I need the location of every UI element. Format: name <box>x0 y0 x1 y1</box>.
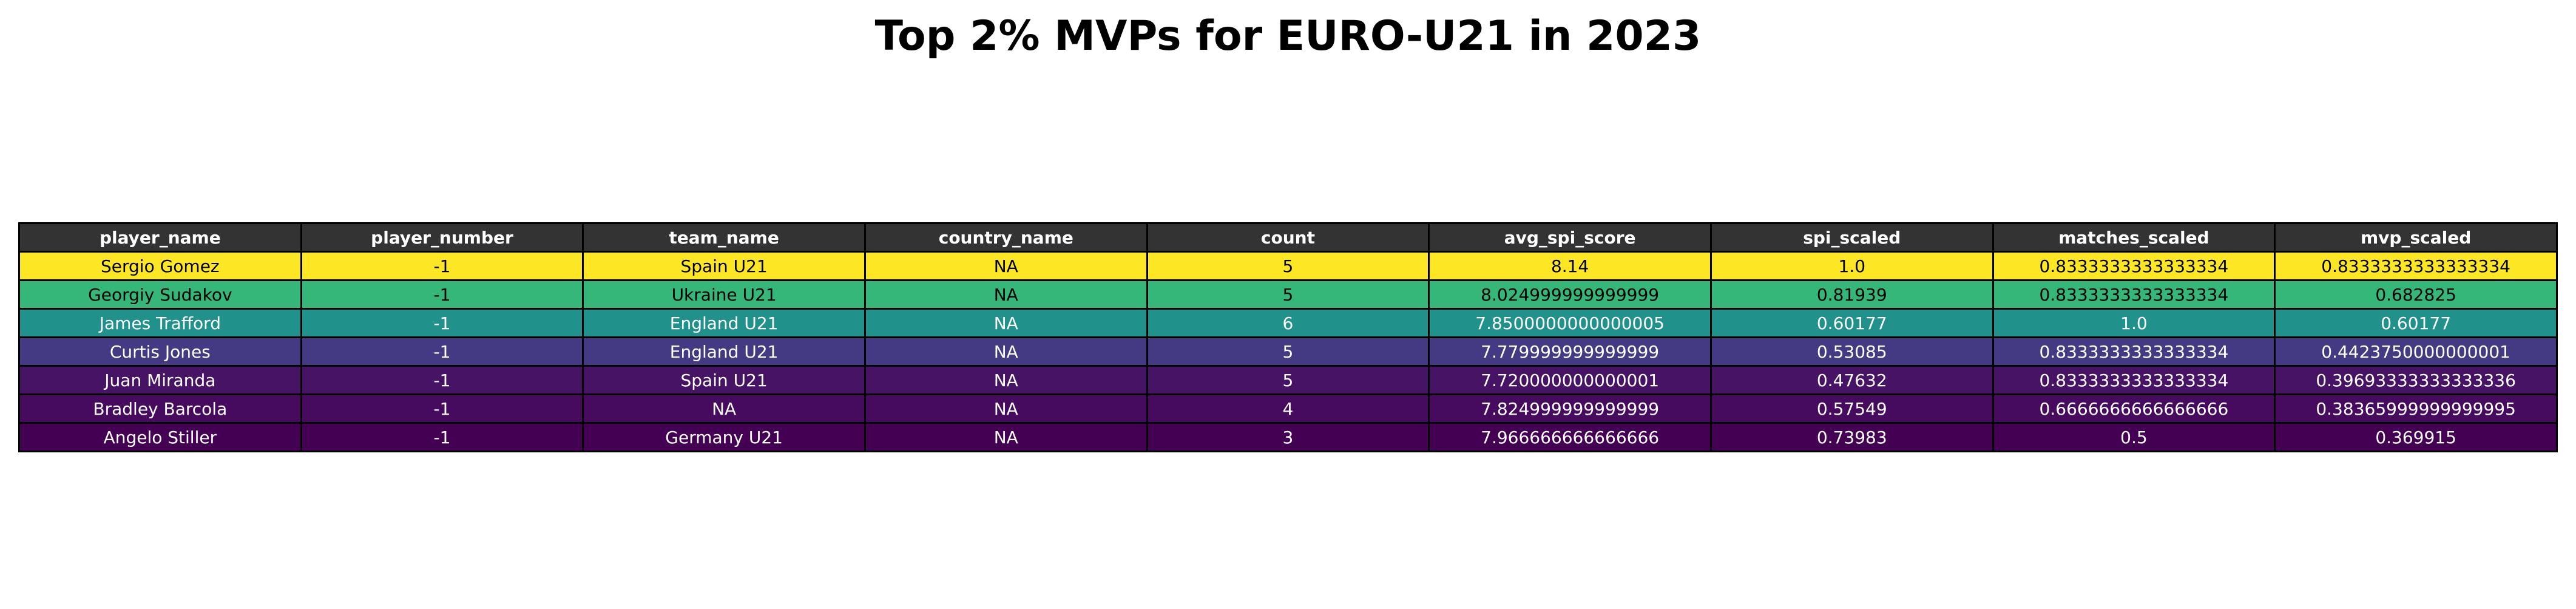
table-row: Juan Miranda -1 Spain U21 NA 5 7.720000000000… <box>18 365 2558 395</box>
cell-avg-spi-score: 7.966666666666666 <box>1428 422 1712 452</box>
cell-country-name: NA <box>864 308 1148 338</box>
table-header-row: player_name player_number team_name country… <box>18 222 2558 253</box>
cell-country-name: NA <box>864 279 1148 310</box>
cell-matches-scaled: 0.8333333333333334 <box>1992 279 2276 310</box>
cell-spi-scaled: 0.60177 <box>1709 308 1994 338</box>
cell-player-number: -1 <box>300 393 584 424</box>
cell-count: 4 <box>1146 393 1430 424</box>
column-header-player-name: player_name <box>18 222 302 253</box>
column-header-count: count <box>1146 222 1430 253</box>
cell-count: 5 <box>1146 336 1430 367</box>
cell-count: 5 <box>1146 251 1430 281</box>
cell-country-name: NA <box>864 251 1148 281</box>
mvp-table: player_name player_number team_name country… <box>18 222 2558 452</box>
table-body: Sergio Gomez -1 Spain U21 NA 5 8.14 1.0 0.83333… <box>18 251 2558 452</box>
column-header-avg-spi-score: avg_spi_score <box>1428 222 1712 253</box>
cell-country-name: NA <box>864 365 1148 395</box>
cell-mvp-scaled: 0.8333333333333334 <box>2274 251 2558 281</box>
cell-team-name: Ukraine U21 <box>582 279 866 310</box>
cell-player-number: -1 <box>300 422 584 452</box>
column-header-team-name: team_name <box>582 222 866 253</box>
cell-player-name: James Trafford <box>18 308 302 338</box>
cell-count: 5 <box>1146 279 1430 310</box>
cell-mvp-scaled: 0.4423750000000001 <box>2274 336 2558 367</box>
cell-spi-scaled: 0.47632 <box>1709 365 1994 395</box>
cell-player-number: -1 <box>300 308 584 338</box>
cell-avg-spi-score: 7.720000000000001 <box>1428 365 1712 395</box>
cell-team-name: Germany U21 <box>582 422 866 452</box>
cell-player-number: -1 <box>300 251 584 281</box>
cell-country-name: NA <box>864 336 1148 367</box>
cell-matches-scaled: 0.8333333333333334 <box>1992 336 2276 367</box>
cell-player-name: Curtis Jones <box>18 336 302 367</box>
cell-count: 3 <box>1146 422 1430 452</box>
column-header-player-number: player_number <box>300 222 584 253</box>
chart-title: Top 2% MVPs for EURO-U21 in 2023 <box>874 12 1702 60</box>
cell-player-number: -1 <box>300 279 584 310</box>
cell-matches-scaled: 0.8333333333333334 <box>1992 251 2276 281</box>
cell-team-name: NA <box>582 393 866 424</box>
cell-team-name: Spain U21 <box>582 251 866 281</box>
table-row: Angelo Stiller -1 Germany U21 NA 3 7.96666666… <box>18 422 2558 452</box>
cell-team-name: England U21 <box>582 336 866 367</box>
cell-mvp-scaled: 0.38365999999999995 <box>2274 393 2558 424</box>
cell-country-name: NA <box>864 393 1148 424</box>
table-row: Bradley Barcola -1 NA NA 4 7.824999999999999 0… <box>18 393 2558 424</box>
cell-matches-scaled: 0.8333333333333334 <box>1992 365 2276 395</box>
cell-count: 6 <box>1146 308 1430 338</box>
cell-spi-scaled: 0.53085 <box>1709 336 1994 367</box>
cell-count: 5 <box>1146 365 1430 395</box>
cell-player-name: Sergio Gomez <box>18 251 302 281</box>
cell-mvp-scaled: 0.60177 <box>2274 308 2558 338</box>
cell-avg-spi-score: 8.14 <box>1428 251 1712 281</box>
cell-spi-scaled: 0.57549 <box>1709 393 1994 424</box>
column-header-spi-scaled: spi_scaled <box>1709 222 1994 253</box>
cell-player-name: Angelo Stiller <box>18 422 302 452</box>
cell-spi-scaled: 0.73983 <box>1709 422 1994 452</box>
cell-avg-spi-score: 7.824999999999999 <box>1428 393 1712 424</box>
cell-team-name: Spain U21 <box>582 365 866 395</box>
table-row: Georgiy Sudakov -1 Ukraine U21 NA 5 8.0249999… <box>18 279 2558 310</box>
cell-spi-scaled: 0.81939 <box>1709 279 1994 310</box>
cell-avg-spi-score: 7.8500000000000005 <box>1428 308 1712 338</box>
cell-mvp-scaled: 0.39693333333333336 <box>2274 365 2558 395</box>
cell-matches-scaled: 0.6666666666666666 <box>1992 393 2276 424</box>
cell-player-name: Georgiy Sudakov <box>18 279 302 310</box>
cell-player-number: -1 <box>300 336 584 367</box>
cell-mvp-scaled: 0.369915 <box>2274 422 2558 452</box>
table-row: Curtis Jones -1 England U21 NA 5 7.7799999999… <box>18 336 2558 367</box>
column-header-mvp-scaled: mvp_scaled <box>2274 222 2558 253</box>
cell-player-number: -1 <box>300 365 584 395</box>
table-row: James Trafford -1 England U21 NA 6 7.85000000… <box>18 308 2558 338</box>
cell-player-name: Bradley Barcola <box>18 393 302 424</box>
column-header-matches-scaled: matches_scaled <box>1992 222 2276 253</box>
cell-matches-scaled: 0.5 <box>1992 422 2276 452</box>
cell-avg-spi-score: 7.779999999999999 <box>1428 336 1712 367</box>
cell-player-name: Juan Miranda <box>18 365 302 395</box>
cell-avg-spi-score: 8.024999999999999 <box>1428 279 1712 310</box>
table-row: Sergio Gomez -1 Spain U21 NA 5 8.14 1.0 0.83333… <box>18 251 2558 281</box>
cell-matches-scaled: 1.0 <box>1992 308 2276 338</box>
cell-spi-scaled: 1.0 <box>1709 251 1994 281</box>
column-header-country-name: country_name <box>864 222 1148 253</box>
cell-mvp-scaled: 0.682825 <box>2274 279 2558 310</box>
cell-country-name: NA <box>864 422 1148 452</box>
cell-team-name: England U21 <box>582 308 866 338</box>
